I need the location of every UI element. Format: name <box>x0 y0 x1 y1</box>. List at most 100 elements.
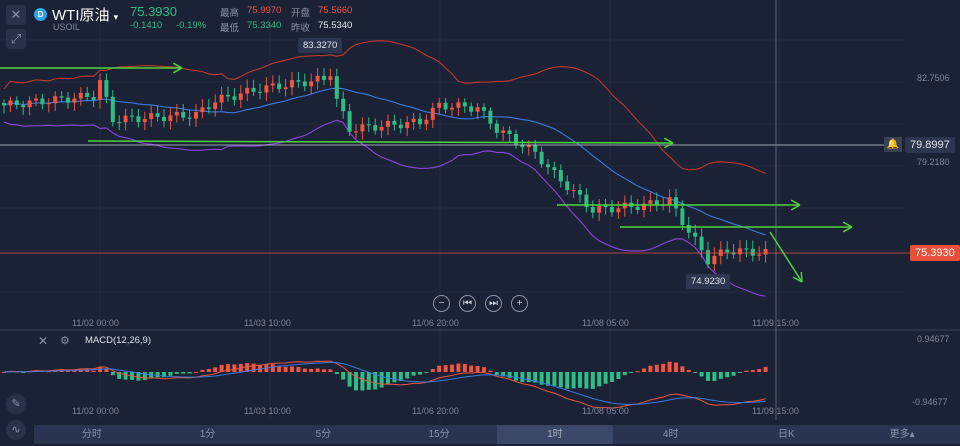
macd-histogram-bar <box>674 362 678 372</box>
tab-timeframe[interactable]: 1分 <box>199 429 216 440</box>
alert-price-tag[interactable]: 79.8997 <box>905 137 955 153</box>
macd-histogram-bar <box>21 372 26 373</box>
candle-body <box>450 107 454 110</box>
candle-body <box>277 83 282 90</box>
candle-body <box>437 102 442 108</box>
price-axis-label: 79.2180 <box>917 157 950 167</box>
macd-histogram-bar <box>354 372 358 391</box>
scroll-right-button[interactable]: ⏭ <box>485 295 502 312</box>
candle-body <box>552 167 557 171</box>
instrument-title[interactable]: WTI原油 ▾ <box>52 4 118 25</box>
chevron-down-icon[interactable]: ▾ <box>113 12 119 22</box>
middle-band-line <box>3 87 766 236</box>
candle-body <box>238 93 243 100</box>
macd-histogram-bar <box>245 362 250 372</box>
trend-arrow-head <box>663 137 674 144</box>
macd-histogram-bar <box>603 372 608 384</box>
macd-histogram-bar <box>142 372 147 381</box>
macd-histogram-bar <box>430 369 435 372</box>
trend-arrow-head <box>842 226 853 233</box>
macd-histogram-bar <box>302 368 307 372</box>
candle-body <box>66 97 70 103</box>
macd-settings-icon[interactable]: ⚙ <box>60 335 70 347</box>
macd-close-icon[interactable]: ✕ <box>38 334 49 348</box>
candle-body <box>213 102 218 109</box>
scroll-left-button[interactable]: ⏮ <box>459 295 476 312</box>
candle-body <box>533 145 538 152</box>
instrument-symbol: USOIL <box>53 22 81 32</box>
candle-body <box>14 100 19 106</box>
macd-histogram-bar <box>347 372 352 387</box>
tab-timeframe[interactable]: 更多▴ <box>889 429 915 440</box>
time-axis-label: 11/02 00:00 <box>72 318 119 328</box>
macd-histogram-bar <box>501 372 506 377</box>
candle-body <box>315 75 320 82</box>
candle-body <box>91 96 96 101</box>
candle-body <box>27 100 32 108</box>
macd-histogram-bar <box>667 361 672 372</box>
macd-histogram-bar <box>194 371 198 373</box>
tab-timeframe[interactable]: 5分 <box>315 429 332 440</box>
macd-histogram-bar <box>680 366 685 372</box>
macd-histogram-bar <box>558 372 563 388</box>
trend-arrow-head <box>800 271 803 283</box>
candle-body <box>53 96 58 104</box>
macd-histogram-bar <box>2 372 6 373</box>
candle-body <box>411 118 416 123</box>
candle-body <box>635 206 640 210</box>
alert-bell-icon[interactable]: 🔔 <box>884 137 902 152</box>
high-label: 最高 <box>220 8 240 19</box>
macd-histogram-bar <box>616 372 621 380</box>
candle-body <box>488 110 493 124</box>
expand-icon[interactable]: ⤢ <box>6 29 26 49</box>
macd-histogram-bar <box>526 372 531 383</box>
macd-histogram-bar <box>482 367 486 372</box>
candle-body <box>462 102 467 107</box>
upper-band-line <box>3 40 766 174</box>
candle-body <box>34 98 38 101</box>
candle-body <box>424 119 429 125</box>
candle-body <box>110 96 115 123</box>
macd-histogram-bar <box>78 369 83 372</box>
candle-body <box>405 122 410 129</box>
macd-histogram-bar <box>642 368 646 372</box>
macd-histogram-bar <box>398 372 403 382</box>
candle-body <box>8 100 13 106</box>
candle-body <box>475 107 480 112</box>
candle-body <box>78 92 83 99</box>
candle-body <box>354 131 358 133</box>
macd-histogram-bar <box>469 365 474 372</box>
macd-histogram-bar <box>206 369 211 372</box>
zoom-out-button[interactable]: − <box>433 295 450 312</box>
tab-timeframe[interactable]: 4时 <box>662 429 679 440</box>
trend-arrow <box>87 140 674 144</box>
macd-histogram-bar <box>411 372 416 376</box>
candle-body <box>347 111 352 132</box>
macd-histogram-bar <box>539 372 544 385</box>
macd-histogram-bar <box>456 363 461 372</box>
tab-timeframe[interactable]: 分时 <box>81 429 102 440</box>
tab-timeframe[interactable]: 日K <box>778 429 795 440</box>
candle-body <box>59 96 64 98</box>
zoom-in-button[interactable]: + <box>511 295 528 312</box>
tab-timeframe[interactable]: 1时 <box>497 425 613 444</box>
macd-histogram-bar <box>552 372 557 386</box>
macd-histogram-bar <box>462 363 467 372</box>
macd-histogram-bar <box>168 372 173 376</box>
candle-body <box>520 144 525 148</box>
macd-histogram-bar <box>373 372 378 390</box>
candle-body <box>501 130 506 133</box>
close-icon[interactable]: ✕ <box>6 5 26 25</box>
macd-histogram-bar <box>507 372 512 378</box>
candle-body <box>168 115 173 121</box>
time-axis-label: 11/06 20:00 <box>412 406 459 416</box>
tab-timeframe[interactable]: 15分 <box>428 429 450 440</box>
pencil-icon[interactable]: ✎ <box>6 394 26 414</box>
open-label: 开盘 <box>291 8 311 19</box>
candle-body <box>206 107 211 109</box>
indicator-icon[interactable]: ∿ <box>6 420 26 440</box>
macd-histogram-bar <box>110 372 115 376</box>
trend-arrow <box>769 231 803 283</box>
macd-histogram-bar <box>187 372 192 374</box>
